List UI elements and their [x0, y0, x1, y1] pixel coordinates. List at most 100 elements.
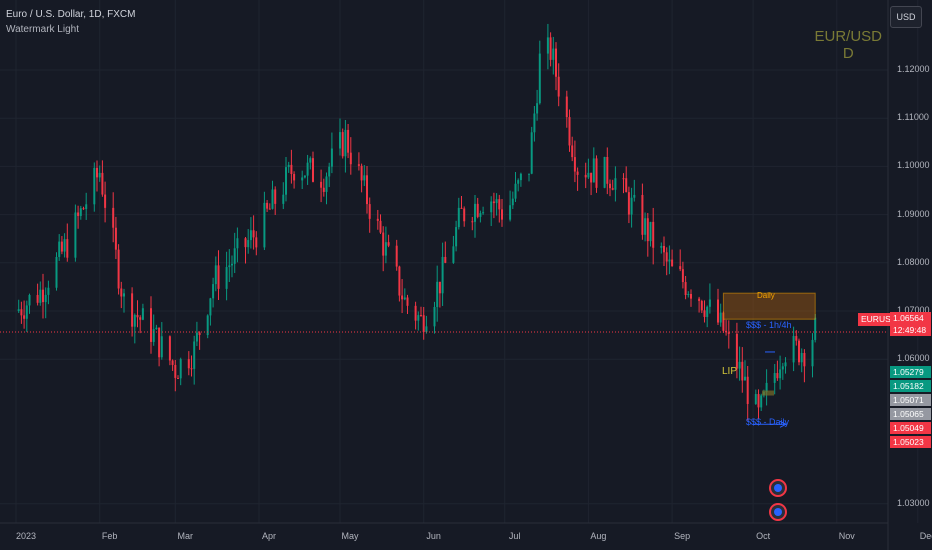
candle-body [301, 177, 304, 181]
candle-body [28, 294, 31, 306]
candle-body [644, 218, 647, 235]
chart-annotations [0, 292, 888, 521]
candle-body [60, 241, 63, 252]
candle-body [722, 312, 725, 331]
price-tag: 1.05065 [890, 408, 931, 420]
candle-body [47, 287, 50, 295]
candle-body [690, 293, 692, 299]
candle-body [212, 284, 215, 299]
candle-body [217, 265, 220, 289]
candle-body [811, 339, 814, 367]
candle-body [133, 314, 136, 327]
candle-body [760, 395, 763, 408]
candle-body [641, 194, 644, 235]
candle-body [136, 314, 139, 318]
candle-body [155, 327, 158, 330]
candle-body [584, 174, 587, 178]
candle-body [309, 158, 312, 163]
candle-body [555, 48, 557, 77]
candle-body [368, 204, 371, 219]
price-tag: 1.05023 [890, 436, 931, 448]
candle-body [501, 209, 503, 220]
candle-body [268, 208, 271, 210]
candle-body [549, 37, 552, 60]
candle-body [141, 308, 144, 320]
candle-body [663, 245, 665, 253]
candle-body [341, 132, 344, 157]
candle-body [339, 132, 341, 149]
candle-body [679, 266, 682, 270]
currency-button[interactable]: USD [890, 6, 922, 28]
x-tick-label: Jun [426, 531, 441, 541]
candle-body [131, 293, 134, 327]
candle-body [660, 245, 663, 248]
candle-body [344, 129, 347, 157]
candle-body [139, 317, 142, 320]
candle-body [271, 189, 274, 209]
x-tick-label: Dec [919, 531, 932, 541]
candle-body [587, 172, 590, 178]
candle-body [98, 172, 101, 178]
x-tick-label: Aug [590, 531, 607, 541]
candle-body [460, 207, 463, 209]
candle-body [476, 203, 479, 217]
candle-body [104, 194, 107, 208]
candle-body [498, 199, 501, 210]
candle-body [206, 315, 209, 336]
candle-body [252, 230, 255, 238]
candle-body [290, 164, 293, 175]
candle-body [66, 239, 69, 258]
candle-body [463, 208, 466, 222]
candle-body [401, 295, 404, 300]
candle-body [738, 361, 741, 369]
candle-body [590, 172, 593, 183]
candle-body [703, 310, 706, 317]
candle-body [781, 366, 784, 370]
candle-body [517, 180, 520, 184]
candle-body [55, 257, 58, 288]
candle-body [20, 309, 23, 316]
candle-body [425, 326, 428, 332]
candle-body [23, 315, 26, 319]
candle-body [42, 289, 44, 303]
candle-body [395, 245, 398, 267]
daily-zone [722, 292, 816, 320]
candle-body [25, 305, 28, 319]
candle-body [17, 309, 20, 311]
candle-body [592, 158, 595, 183]
candle-body [776, 373, 779, 379]
candle-body [557, 76, 560, 97]
candle-body [406, 297, 409, 306]
arrow-icon [779, 420, 788, 428]
x-tick-label: Oct [756, 531, 771, 541]
candle-body [247, 240, 250, 248]
y-tick-label: 1.12000 [897, 64, 930, 74]
y-tick-label: 1.03000 [897, 497, 930, 508]
candle-body [266, 202, 269, 209]
symbol-tag: EURUSD [858, 313, 900, 326]
candle-body [798, 340, 800, 363]
candle-body [565, 96, 568, 118]
candle-body [312, 158, 314, 182]
candle-body [441, 256, 444, 294]
candle-body [158, 327, 161, 358]
daily-zone-label: Daily [757, 291, 775, 300]
candle-body [665, 252, 668, 262]
candle-body [82, 208, 85, 210]
candle-body [687, 293, 690, 296]
candle-body [320, 181, 323, 188]
candle-body [552, 48, 555, 60]
candle-body [306, 162, 309, 176]
candle-body [255, 237, 258, 248]
candle-body [387, 242, 390, 246]
lip-zone [762, 390, 774, 396]
candle-body [44, 294, 47, 303]
event-icon-inner [774, 508, 782, 516]
candle-body [187, 359, 190, 369]
x-tick-label: Mar [177, 531, 194, 541]
candle-body [168, 336, 171, 361]
candle-body [376, 218, 379, 221]
candle-body [347, 129, 350, 153]
candle-body [530, 132, 533, 174]
